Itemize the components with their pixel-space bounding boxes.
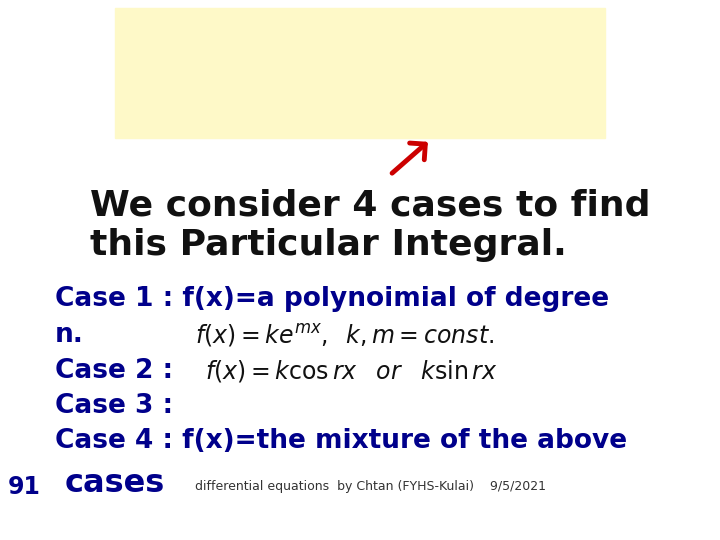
Text: 91: 91	[8, 475, 41, 499]
Text: $f(x) = ke^{mx},\;\; k, m = const.$: $f(x) = ke^{mx},\;\; k, m = const.$	[195, 322, 494, 349]
Text: $f(x) = k\cos rx\;\;$ or $\;\; k\sin rx$: $f(x) = k\cos rx\;\;$ or $\;\; k\sin rx$	[205, 358, 498, 384]
Text: Case 4 : f(x)=the mixture of the above: Case 4 : f(x)=the mixture of the above	[55, 428, 627, 454]
Text: We consider 4 cases to find: We consider 4 cases to find	[90, 188, 650, 222]
Text: this Particular Integral.: this Particular Integral.	[90, 228, 567, 262]
Text: cases: cases	[65, 468, 166, 499]
Text: differential equations  by Chtan (FYHS-Kulai)    9/5/2021: differential equations by Chtan (FYHS-Ku…	[195, 480, 546, 493]
Text: Case 3 :: Case 3 :	[55, 393, 173, 419]
Text: Case 2 :: Case 2 :	[55, 358, 173, 384]
Text: n.: n.	[55, 322, 84, 348]
Text: Case 1 : f(x)=a polynoimial of degree: Case 1 : f(x)=a polynoimial of degree	[55, 286, 609, 312]
Bar	[115, 8, 605, 138]
